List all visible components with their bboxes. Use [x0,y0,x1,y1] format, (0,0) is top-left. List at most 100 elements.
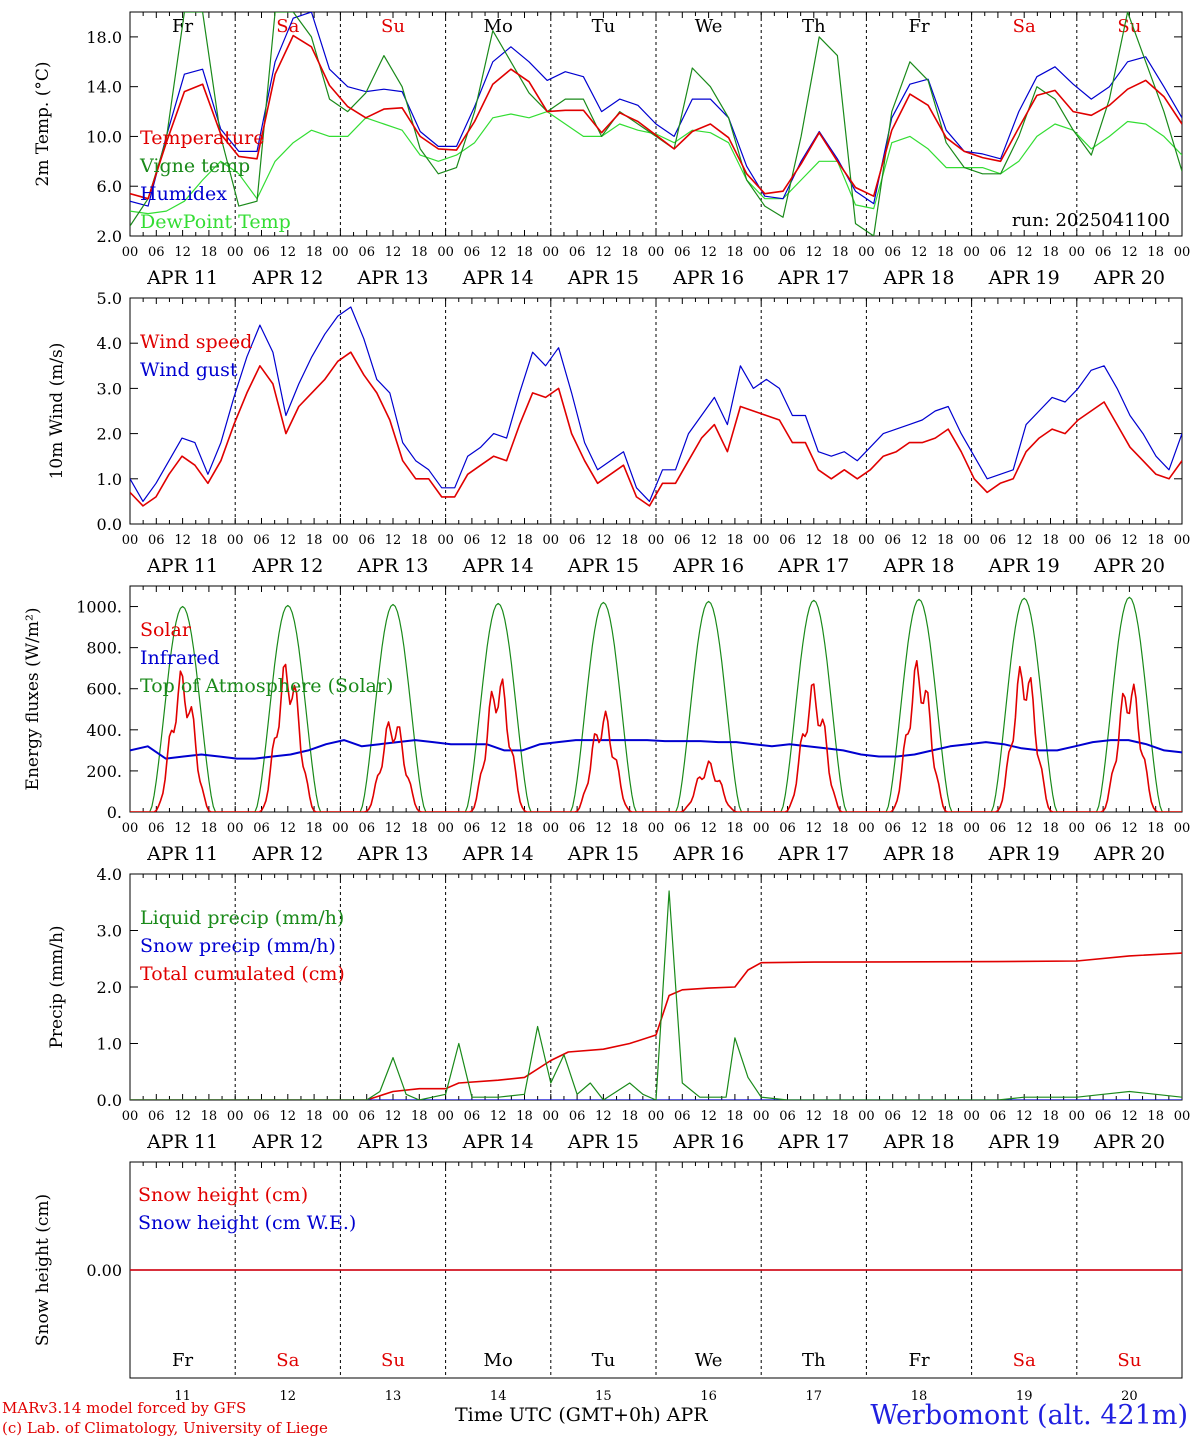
day-number-label: 11 [174,1389,191,1404]
hour-tick-label: 00 [858,533,875,548]
y-tick-label: 0.00 [86,1261,122,1280]
hour-tick-label: 00 [332,1109,349,1124]
hour-tick-label: 00 [963,1109,980,1124]
hour-tick-label: 12 [595,245,612,260]
date-label: APR 17 [777,1131,849,1153]
hour-tick-label: 12 [1121,533,1138,548]
x-axis-title: Time UTC (GMT+0h) APR [455,1404,708,1426]
hour-tick-label: 00 [122,821,139,836]
y-tick-label: 2.0 [97,425,122,444]
hour-tick-label: 18 [937,533,954,548]
hour-tick-label: 18 [832,1109,849,1124]
hour-tick-label: 12 [806,1109,823,1124]
panel-4: 0.0 1.0 2.0 3.0 4.0 Precip (mm/h) 00 06 12 18 APR … [47,865,1190,1153]
hour-tick-label: 12 [911,533,928,548]
hour-tick-label: 06 [464,1109,481,1124]
hour-tick-label: 12 [595,821,612,836]
hour-tick-label: 18 [201,245,218,260]
series-top-of-atmosphere-solar [130,596,1182,812]
date-label: APR 18 [882,267,954,289]
y-tick-label: 10.0 [86,127,122,146]
date-label: APR 17 [777,555,849,577]
hour-tick-label: 06 [990,533,1007,548]
date-label: APR 18 [882,555,954,577]
hour-tick-label: 12 [911,245,928,260]
legend-entry: Humidex [140,183,227,205]
hour-tick-label: 06 [148,821,165,836]
hour-tick-label: 00 [227,821,244,836]
plot-area [130,306,1182,507]
hour-tick-label: 18 [1042,533,1059,548]
hour-tick-label: 06 [569,821,586,836]
hour-tick-label: 18 [1042,245,1059,260]
hour-tick-label: 12 [490,1109,507,1124]
day-of-week-label: Tu [592,16,616,37]
hour-tick-label: 12 [174,245,191,260]
y-tick-label: 4.0 [97,334,122,353]
hour-tick-label: 00 [122,245,139,260]
date-label: APR 19 [988,267,1060,289]
plot-area [130,890,1182,1100]
legend-entry: Wind gust [140,359,238,381]
hour-tick-label: 18 [516,245,533,260]
date-label: APR 20 [1093,267,1165,289]
hour-tick-label: 06 [569,245,586,260]
hour-tick-label: 06 [253,821,270,836]
y-tick-label: 14.0 [86,78,122,97]
day-number-label: 13 [385,1389,402,1404]
hour-tick-label: 18 [621,821,638,836]
day-of-week-label: Sa [1013,1350,1036,1371]
hour-tick-label: 00 [543,533,560,548]
y-tick-label: 400. [86,721,122,740]
day-number-label: 20 [1121,1389,1138,1404]
date-label: APR 11 [146,1131,218,1153]
date-label: APR 11 [146,843,218,865]
legend-entry: Infrared [140,647,220,669]
y-tick-label: 2.0 [97,227,122,246]
date-label: APR 16 [672,1131,744,1153]
hour-tick-label: 18 [516,1109,533,1124]
y-tick-label: 1000. [76,598,122,617]
hour-tick-label: 00 [543,1109,560,1124]
date-label: APR 16 [672,267,744,289]
day-of-week-label: We [695,1350,723,1371]
hour-tick-label: 00 [963,821,980,836]
model-credit: MARv3.14 model forced by GFS [2,1399,247,1417]
hour-tick-label: 12 [806,245,823,260]
hour-tick-label: 00 [227,533,244,548]
date-label: APR 14 [462,267,534,289]
y-tick-label: 6.0 [97,177,122,196]
hour-tick-label: 18 [411,821,428,836]
date-label: APR 14 [462,555,534,577]
day-of-week-label: Sa [276,16,299,37]
date-label: APR 15 [567,555,639,577]
hour-tick-label: 00 [227,1109,244,1124]
hour-tick-label: 00 [1069,1109,1086,1124]
hour-tick-label: 00 [648,533,665,548]
day-number-label: 18 [911,1389,928,1404]
run-label: run: 2025041100 [1012,210,1170,231]
panel-5: 0.00 Snow height (cm) Fr 11 Sa 12 Su 13 Mo 14 Tu 15… [33,1161,1183,1404]
hour-tick-label: 06 [1095,245,1112,260]
hour-tick-label: 06 [990,1109,1007,1124]
date-label: APR 18 [882,843,954,865]
hour-tick-label: 00 [648,1109,665,1124]
date-label: APR 12 [251,267,323,289]
series-dewpoint-temp [130,111,1182,215]
series-solar [130,660,1182,812]
hour-tick-label: 12 [1016,821,1033,836]
date-label: APR 20 [1093,555,1165,577]
hour-tick-label: 06 [358,533,375,548]
date-label: APR 14 [462,843,534,865]
y-tick-label: 1.0 [97,1035,122,1054]
legend-entry: Top of Atmosphere (Solar) [140,675,393,697]
date-label: APR 19 [988,843,1060,865]
y-tick-label: 5.0 [97,289,122,308]
hour-tick-label: 12 [806,533,823,548]
y-axis-title: 2m Temp. (°C) [33,61,53,186]
y-tick-label: 2.0 [97,978,122,997]
y-axis-title: 10m Wind (m/s) [47,343,67,480]
hour-tick-label: 06 [464,245,481,260]
y-tick-label: 1.0 [97,470,122,489]
hour-tick-label: 06 [253,245,270,260]
